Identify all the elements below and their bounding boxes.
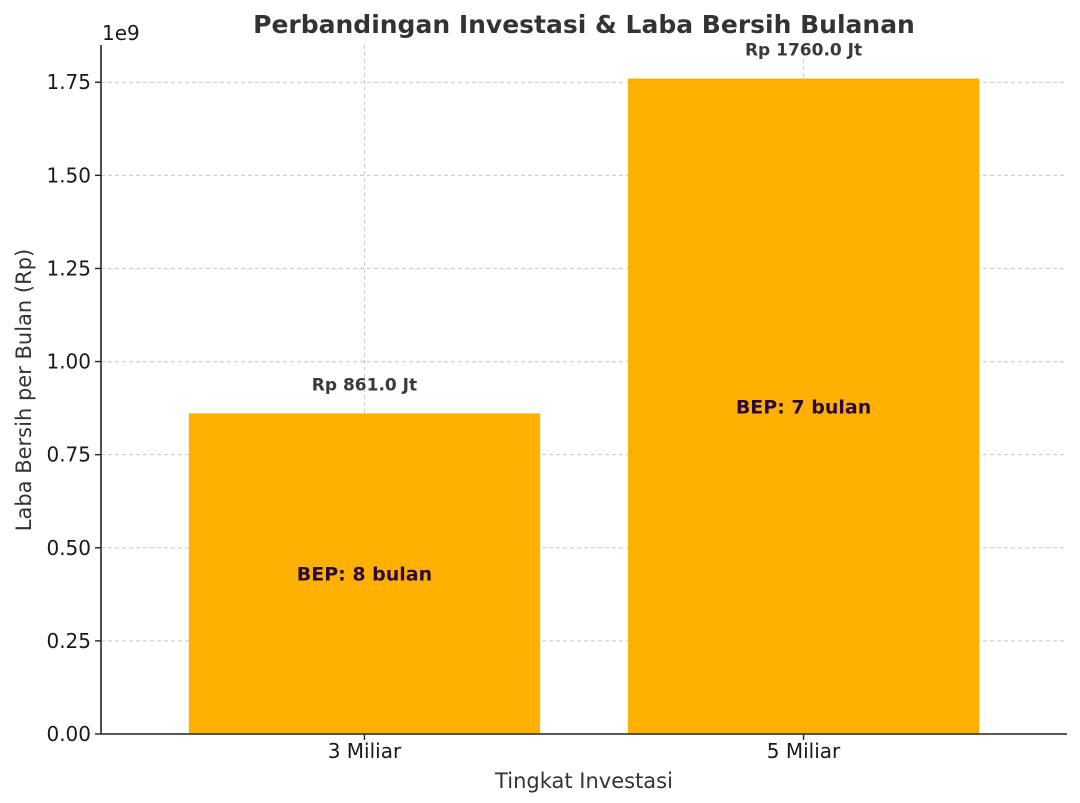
y-axis-label: Laba Bersih per Bulan (Rp) <box>12 249 36 531</box>
axes: 0.00 0.25 0.50 0.75 1.00 1.25 1.50 1.75 3 Miliar… <box>46 45 1067 763</box>
y-tick-label: 1.50 <box>46 163 91 187</box>
bar-value-label: Rp 861.0 Jt <box>312 375 417 395</box>
bep-label: BEP: 7 bulan <box>736 396 871 418</box>
y-tick-label: 0.00 <box>46 722 91 746</box>
y-tick-label: 1.25 <box>46 256 91 280</box>
y-tick-label: 1.00 <box>46 350 91 374</box>
x-tick-label: 5 Miliar <box>767 739 841 763</box>
bars <box>188 78 980 734</box>
y-tick-label: 0.75 <box>46 443 91 467</box>
bar-labels: Rp 861.0 Jt BEP: 8 bulan Rp 1760.0 Jt BEP: … <box>297 41 872 586</box>
bar-value-label: Rp 1760.0 Jt <box>745 41 862 61</box>
bar <box>627 78 980 734</box>
x-tick-label: 3 Miliar <box>328 739 402 763</box>
bep-label: BEP: 8 bulan <box>297 564 432 586</box>
y-tick-label: 0.50 <box>46 536 91 560</box>
y-tick-label: 0.25 <box>46 629 91 653</box>
x-axis-label: Tingkat Investasi <box>494 769 673 793</box>
y-tick-label: 1.75 <box>46 70 91 94</box>
bar <box>188 413 541 734</box>
chart-title: Perbandingan Investasi & Laba Bersih Bul… <box>253 10 915 39</box>
y-axis-offset-text: 1e9 <box>102 21 140 45</box>
